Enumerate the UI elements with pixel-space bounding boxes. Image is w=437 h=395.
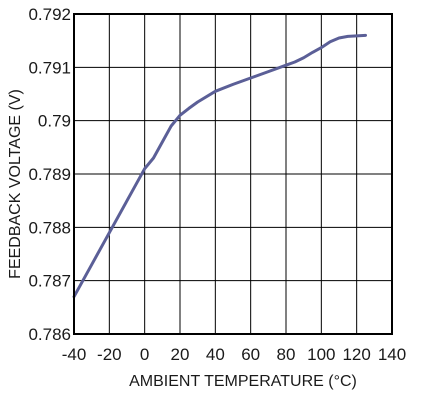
series-line: [72, 33, 367, 299]
series-layer: [72, 33, 367, 299]
x-tick-label: -20: [97, 345, 122, 364]
x-axis-label: AMBIENT TEMPERATURE (°C): [129, 373, 357, 390]
y-tick-label: 0.792: [28, 5, 71, 24]
y-tick-label: 0.786: [28, 325, 71, 344]
x-tick-label: 80: [277, 345, 296, 364]
x-tick-label: 20: [171, 345, 190, 364]
grid: [73, 13, 393, 335]
y-tick-label: 0.79: [38, 112, 71, 131]
x-tick-label: 120: [342, 345, 370, 364]
x-tick-label: 100: [307, 345, 335, 364]
y-tick-labels: 0.786 0.787 0.788 0.789 0.79 0.791 0.792: [28, 5, 71, 344]
plot-frame: [73, 13, 393, 335]
y-axis-label: FEEDBACK VOLTAGE (V): [7, 89, 24, 279]
x-tick-label: 0: [140, 345, 149, 364]
x-tick-label: 140: [378, 345, 406, 364]
y-tick-label: 0.791: [28, 58, 71, 77]
x-tick-label: 40: [206, 345, 225, 364]
x-tick-labels: -40 -20 0 20 40 60 80 100 120 140: [62, 345, 406, 364]
y-tick-label: 0.788: [28, 218, 71, 237]
y-tick-label: 0.787: [28, 272, 71, 291]
y-tick-label: 0.789: [28, 165, 71, 184]
x-tick-label: -40: [62, 345, 87, 364]
x-tick-label: 60: [241, 345, 260, 364]
